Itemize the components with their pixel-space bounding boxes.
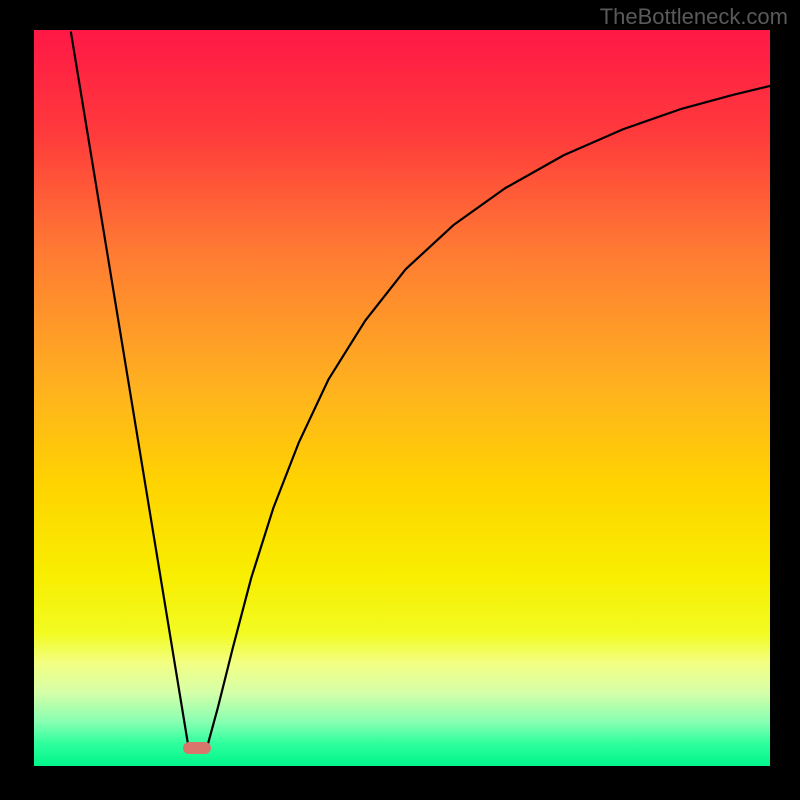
curve-left-segment (71, 31, 189, 747)
optimal-marker (183, 742, 211, 754)
chart-container: TheBottleneck.com (0, 0, 800, 800)
plot-area (34, 30, 770, 766)
curve-right-segment (207, 86, 770, 748)
curve-svg (34, 30, 770, 766)
watermark-text: TheBottleneck.com (600, 4, 788, 30)
